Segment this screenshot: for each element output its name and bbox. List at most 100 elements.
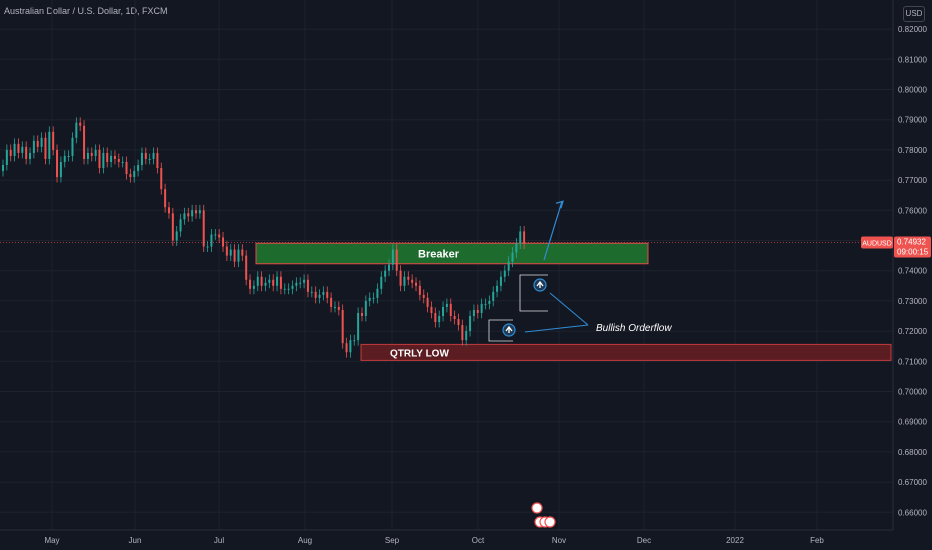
candle-body (461, 325, 464, 341)
candle-body (391, 249, 394, 265)
candle-body (164, 189, 167, 208)
candle-body (279, 276, 282, 289)
candle-body (17, 143, 20, 153)
y-tick-label: 0.80000 (898, 86, 927, 95)
x-tick-label: Oct (472, 536, 485, 545)
y-tick-label: 0.68000 (898, 448, 927, 457)
y-tick-label: 0.82000 (898, 25, 927, 34)
candle-body (29, 152, 32, 159)
x-tick-label: Jul (214, 536, 224, 545)
y-tick-label: 0.78000 (898, 146, 927, 155)
candle-body (276, 276, 279, 286)
candle-body (422, 294, 425, 298)
candle-body (499, 276, 502, 286)
candle-body (59, 161, 62, 178)
y-tick-label: 0.76000 (898, 206, 927, 215)
candle-body (40, 137, 43, 147)
candle-body (21, 146, 24, 153)
candle-body (368, 297, 371, 301)
candle-body (426, 297, 429, 307)
candle-body (233, 249, 236, 262)
candle-body (341, 309, 344, 344)
candle-body (218, 234, 221, 238)
candle-body (415, 282, 418, 286)
candle-body (160, 168, 163, 190)
last-price-tag (894, 236, 931, 258)
candle-body (9, 149, 12, 156)
annotation-connector (549, 292, 589, 326)
candle-body (90, 152, 93, 156)
candle-body (187, 213, 190, 217)
candle-body (256, 276, 259, 286)
candle-body (306, 279, 309, 292)
y-tick-label: 0.74000 (898, 267, 927, 276)
candle-body (117, 158, 120, 162)
candle-body (144, 152, 147, 159)
candle-body (249, 279, 252, 289)
candle-body (438, 316, 441, 323)
candle-body (418, 285, 421, 295)
candle-body (113, 155, 116, 159)
y-tick-label: 0.72000 (898, 327, 927, 336)
candle-body (283, 288, 286, 290)
candle-body (241, 249, 244, 256)
candle-body (515, 243, 518, 253)
candle-body (214, 234, 217, 236)
candle-body (110, 155, 113, 162)
candle-body (156, 152, 159, 169)
candle-body (5, 149, 8, 165)
candle-body (252, 285, 255, 289)
x-tick-label: Dec (637, 536, 651, 545)
candle-body (519, 231, 522, 244)
candle-body (469, 316, 472, 332)
breaker-zone[interactable] (255, 242, 649, 265)
candle-body (63, 155, 66, 162)
candle-body (384, 270, 387, 277)
candle-body (102, 152, 105, 169)
candle-body (399, 270, 402, 286)
x-tick-label: Nov (552, 536, 566, 545)
candle-body (403, 276, 406, 286)
y-tick-label: 0.71000 (898, 357, 927, 366)
candle-body (407, 276, 410, 280)
candle-body (129, 174, 132, 178)
candle-body (36, 140, 39, 147)
candle-body (67, 155, 70, 157)
last-price-value: 0.74932 (897, 238, 926, 247)
candle-body (457, 319, 460, 326)
currency-button[interactable]: USD (903, 6, 925, 22)
candle-body (476, 309, 479, 313)
y-tick-label: 0.77000 (898, 176, 927, 185)
y-tick-label: 0.69000 (898, 418, 927, 427)
candle-body (303, 279, 306, 283)
y-tick-label: 0.66000 (898, 508, 927, 517)
y-tick-label: 0.70000 (898, 388, 927, 397)
candle-body (272, 279, 275, 286)
candle-body (191, 210, 194, 217)
candle-body (503, 270, 506, 277)
candle-body (333, 306, 336, 308)
x-tick-label: Aug (298, 536, 312, 545)
candle-body (52, 131, 55, 150)
candle-body (137, 165, 140, 172)
chart-title: Australian Dollar / U.S. Dollar, 1D, FXC… (4, 6, 168, 16)
candle-body (488, 300, 491, 304)
economic-event-icon[interactable] (544, 516, 556, 528)
economic-event-icon[interactable] (531, 502, 543, 514)
candle-body (507, 261, 510, 271)
candle-body (349, 340, 352, 353)
candle-body (94, 149, 97, 156)
candle-body (337, 306, 340, 310)
bullish-orderflow-label: Bullish Orderflow (596, 323, 672, 334)
candle-body (380, 276, 383, 289)
quarterly-low-zone[interactable] (360, 343, 892, 361)
candle-body (388, 264, 390, 271)
candle-body (179, 219, 182, 232)
arrow-up-icon (536, 280, 544, 288)
y-tick-label: 0.73000 (898, 297, 927, 306)
candle-body (376, 288, 379, 298)
candle-body (330, 297, 333, 307)
candle-body (353, 340, 356, 342)
candle-body (133, 171, 136, 178)
